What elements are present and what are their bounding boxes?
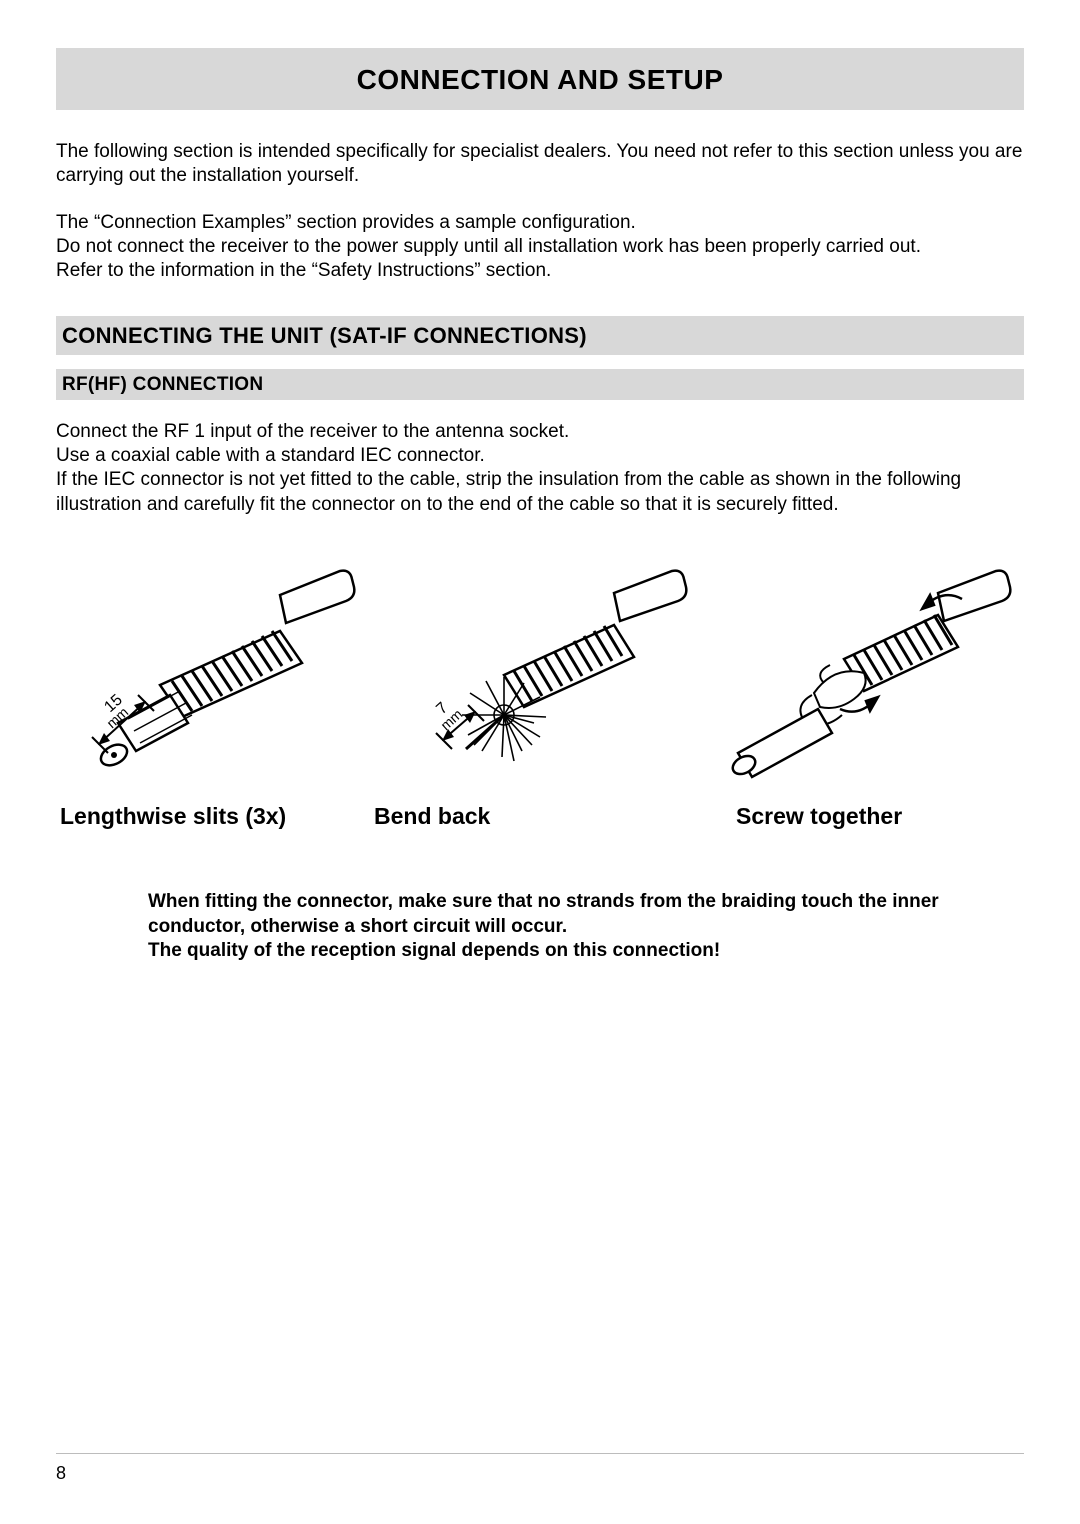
illustration-lengthwise-slits: 15 mm [56, 565, 374, 795]
illustration-row: 15 mm [56, 565, 1024, 795]
warning-line-1: When ﬁtting the connector, make sure tha… [148, 891, 939, 937]
caption-screw: Screw together [626, 803, 1024, 830]
caption-bendback: Bend back [336, 803, 626, 830]
sub-heading: RF(HF) Connection [56, 369, 1024, 400]
section-body: Connect the RF 1 input of the receiver t… [56, 420, 1024, 517]
footer-rule [56, 1453, 1024, 1454]
intro-paragraph-1: The following section is intended speciﬁ… [56, 140, 1024, 189]
connector-bendback-icon: 7 mm [374, 565, 694, 795]
intro-paragraph-2: The “Connection Examples” section provid… [56, 211, 1024, 284]
caption-row: Lengthwise slits (3x) Bend back Screw to… [56, 803, 1024, 830]
warning-block: When ﬁtting the connector, make sure tha… [56, 890, 1024, 964]
illustration-bend-back: 7 mm [374, 565, 694, 795]
connector-slits-icon: 15 mm [70, 565, 360, 795]
warning-line-2: The quality of the reception signal depe… [148, 940, 720, 961]
connector-screw-icon [694, 565, 1024, 795]
caption-lengthwise: Lengthwise slits (3x) [56, 803, 336, 830]
page-title: Connection and Setup [56, 48, 1024, 110]
page-number: 8 [56, 1463, 66, 1484]
illustration-screw-together [694, 565, 1024, 795]
section-heading: Connecting the Unit (SAT-IF Connections) [56, 316, 1024, 355]
